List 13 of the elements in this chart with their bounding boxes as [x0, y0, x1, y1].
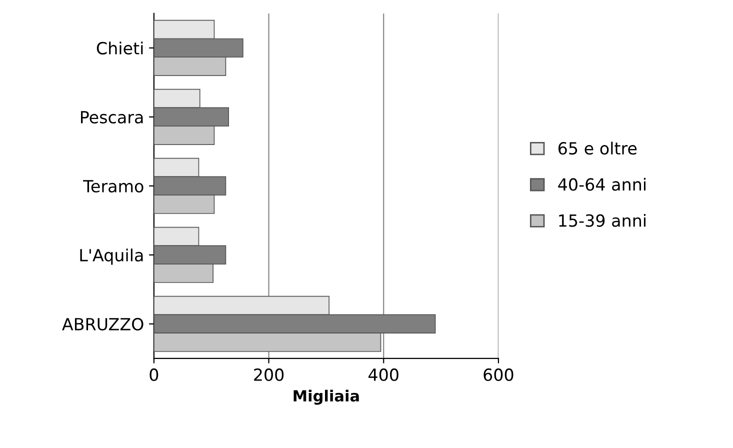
- legend-label: 40-64 anni: [558, 178, 646, 191]
- legend-label: 15-39 anni: [559, 214, 646, 227]
- x-tick-label: 600: [484, 368, 514, 382]
- x-tick-label: 200: [254, 368, 284, 382]
- y-tick-label: Teramo: [83, 180, 144, 192]
- x-tick-label: 400: [368, 368, 398, 382]
- y-tick-label: L'Aquila: [80, 248, 143, 265]
- x-axis-title: Migliaia: [294, 390, 359, 405]
- y-tick-label: Pescara: [81, 111, 143, 124]
- y-tick-label: ABRUZZO: [62, 318, 144, 330]
- legend-label: 65 e oltre: [558, 142, 637, 155]
- x-tick-label: 0: [150, 368, 158, 382]
- y-tick-label: Chieti: [96, 42, 143, 55]
